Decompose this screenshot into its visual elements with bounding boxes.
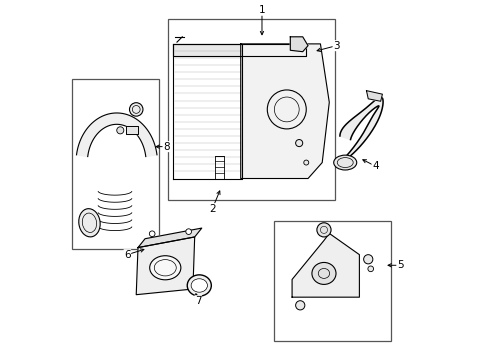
Ellipse shape	[311, 262, 335, 285]
Text: 5: 5	[396, 260, 403, 270]
Ellipse shape	[150, 256, 181, 280]
Text: 7: 7	[195, 296, 201, 306]
Polygon shape	[291, 233, 359, 297]
Text: 1: 1	[258, 5, 265, 15]
Polygon shape	[366, 91, 381, 101]
Polygon shape	[339, 97, 382, 159]
Circle shape	[185, 229, 191, 235]
Circle shape	[316, 223, 331, 237]
Ellipse shape	[187, 275, 211, 296]
Polygon shape	[290, 37, 307, 52]
Text: 4: 4	[371, 161, 378, 171]
Polygon shape	[138, 228, 201, 247]
Circle shape	[303, 160, 308, 165]
Polygon shape	[136, 237, 194, 295]
Circle shape	[295, 301, 304, 310]
Circle shape	[363, 255, 372, 264]
Ellipse shape	[78, 209, 100, 237]
Text: 3: 3	[333, 41, 339, 51]
Circle shape	[367, 266, 373, 272]
Polygon shape	[173, 44, 305, 56]
Polygon shape	[125, 126, 138, 134]
Circle shape	[295, 140, 302, 147]
Circle shape	[149, 231, 155, 237]
Circle shape	[117, 127, 123, 134]
Polygon shape	[240, 44, 329, 178]
Text: 8: 8	[163, 142, 169, 152]
Ellipse shape	[333, 155, 356, 170]
Text: 6: 6	[124, 250, 130, 260]
Polygon shape	[76, 113, 157, 157]
Text: 2: 2	[209, 203, 215, 213]
Ellipse shape	[191, 279, 207, 292]
Ellipse shape	[129, 103, 143, 116]
